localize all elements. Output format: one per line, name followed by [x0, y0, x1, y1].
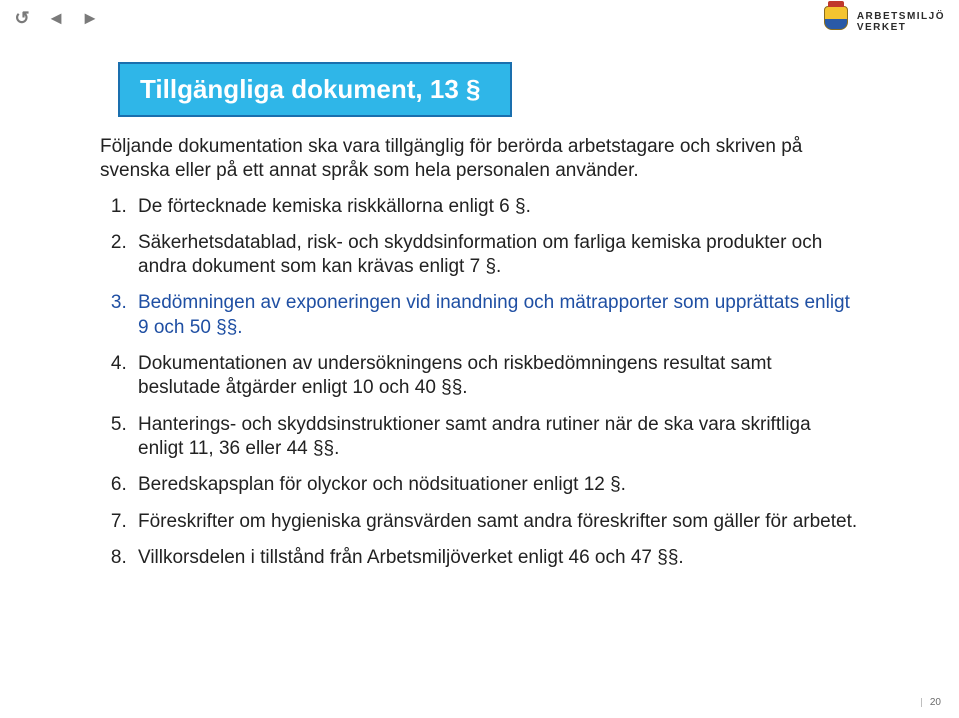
document-list: De förtecknade kemiska riskkällorna enli… [100, 195, 859, 571]
brand-text: ARBETSMILJÖ VERKET [857, 11, 945, 33]
page-number: 20 [921, 697, 941, 708]
slide-title: Tillgängliga dokument, 13 § [118, 62, 512, 117]
brand-logo: ARBETSMILJÖ VERKET [823, 6, 945, 38]
brand-line2: VERKET [857, 22, 945, 33]
list-item: Beredskapsplan för olyckor och nödsituat… [132, 473, 859, 497]
list-item: Hanterings- och skyddsinstruktioner samt… [132, 413, 859, 462]
next-icon[interactable]: ► [80, 8, 100, 28]
prev-icon[interactable]: ◄ [46, 8, 66, 28]
list-item: Dokumentationen av undersökningens och r… [132, 352, 859, 401]
brand-line1: ARBETSMILJÖ [857, 11, 945, 22]
list-item: Bedömningen av exponeringen vid inandnin… [132, 291, 859, 340]
list-item: Föreskrifter om hygieniska gränsvärden s… [132, 510, 859, 534]
list-item: De förtecknade kemiska riskkällorna enli… [132, 195, 859, 219]
intro-text: Följande dokumentation ska vara tillgäng… [100, 135, 859, 183]
slide-content: Tillgängliga dokument, 13 § Följande dok… [0, 42, 959, 718]
nav-toolbar: ↺ ◄ ► [12, 8, 100, 28]
refresh-icon[interactable]: ↺ [12, 8, 32, 28]
list-item: Villkorsdelen i tillstånd från Arbetsmil… [132, 546, 859, 570]
brand-crest-icon [823, 6, 849, 38]
list-item: Säkerhetsdatablad, risk- och skyddsinfor… [132, 231, 859, 280]
